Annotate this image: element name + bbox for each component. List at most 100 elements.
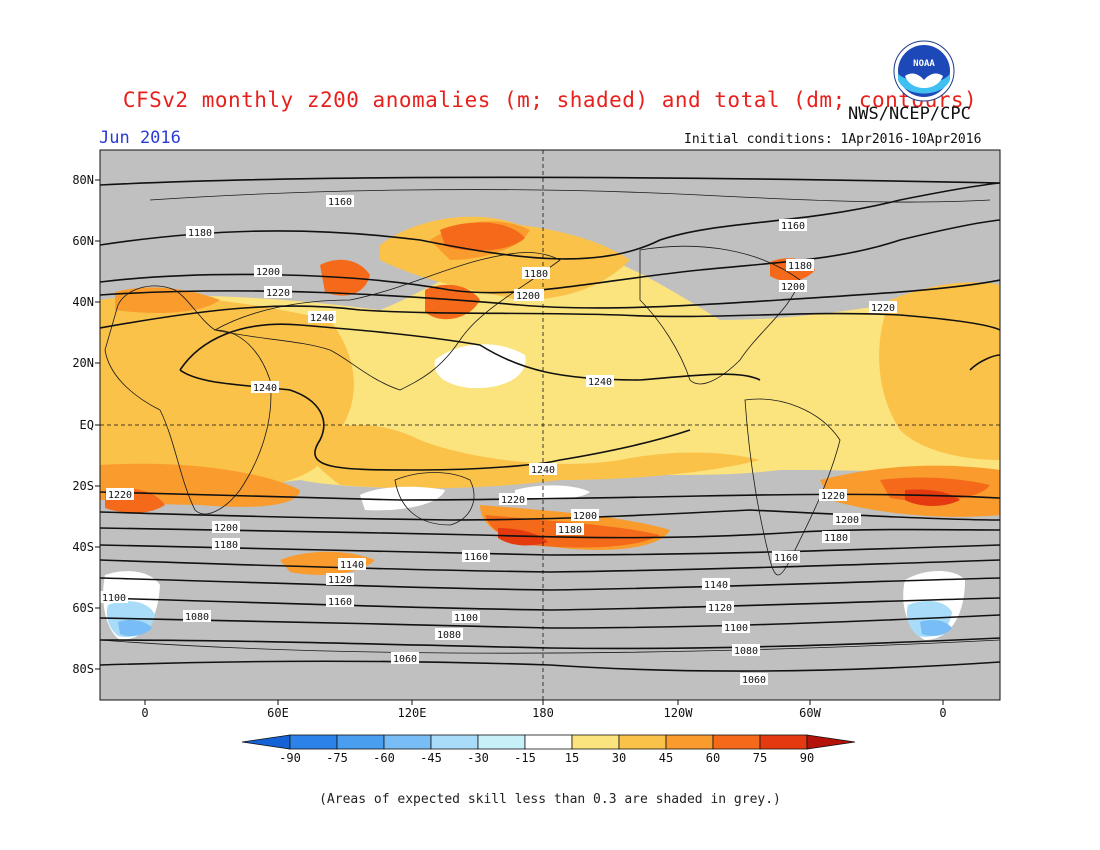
contour-label: 1200 bbox=[573, 511, 597, 522]
contour-label: 1240 bbox=[531, 465, 555, 476]
noaa-logo-icon: NOAA bbox=[893, 40, 955, 102]
contour-label: 1220 bbox=[821, 491, 845, 502]
anomaly-negative-region bbox=[106, 601, 155, 638]
contour-label-bg bbox=[779, 219, 807, 231]
contour-label-bg bbox=[786, 259, 814, 271]
contour-label: 1200 bbox=[781, 282, 805, 293]
contour-label: 1100 bbox=[102, 593, 126, 604]
axis-ticks bbox=[95, 179, 944, 705]
contour-label-bg bbox=[462, 550, 490, 562]
contour-label: 1160 bbox=[781, 221, 805, 232]
contour-label-bg bbox=[514, 289, 542, 301]
contour-label-bg bbox=[722, 621, 750, 633]
skill-footnote: (Areas of expected skill less than 0.3 a… bbox=[319, 792, 781, 807]
lat-label: 20N bbox=[72, 356, 94, 370]
colorbar-tick-label: -60 bbox=[373, 751, 395, 765]
contour-label-bg bbox=[772, 551, 800, 563]
anomaly-45-60-region bbox=[100, 463, 300, 507]
contour-label-bg bbox=[522, 267, 550, 279]
anomaly-near-zero-region bbox=[434, 344, 526, 389]
colorbar-tick-label: 75 bbox=[752, 751, 768, 765]
contour-label: 1060 bbox=[393, 654, 417, 665]
contour-label-bg bbox=[556, 523, 584, 535]
colorbar-tick-label: -15 bbox=[514, 751, 536, 765]
contour-label-bg bbox=[556, 523, 584, 535]
contour-label-bg bbox=[326, 195, 354, 207]
contour-label-bg bbox=[326, 595, 354, 607]
contour-label-bg bbox=[462, 550, 490, 562]
contour-label-bg bbox=[819, 489, 847, 501]
colorbar-segment bbox=[618, 734, 667, 750]
anomaly-near-zero-region bbox=[103, 571, 160, 640]
contour-label-bg bbox=[732, 644, 760, 656]
lat-label: 80S bbox=[72, 662, 94, 676]
anomaly-60-75-region bbox=[320, 259, 370, 296]
anomaly-30-45-region bbox=[879, 282, 1000, 460]
anomaly-negative-region bbox=[118, 620, 152, 636]
contour-label-bg bbox=[100, 591, 128, 603]
colorbar-segment bbox=[383, 734, 432, 750]
contour-label: 1100 bbox=[724, 623, 748, 634]
lon-label: 180 bbox=[532, 706, 554, 720]
lon-label: 60E bbox=[267, 706, 289, 720]
anomaly-60-75-region bbox=[770, 258, 815, 282]
contour-label: 1180 bbox=[214, 540, 238, 551]
contour-label: 1200 bbox=[516, 291, 540, 302]
contour-label: 1160 bbox=[328, 197, 352, 208]
lon-label: 0 bbox=[939, 706, 947, 720]
lon-label: 120E bbox=[397, 706, 427, 720]
contour-label-bg bbox=[264, 286, 292, 298]
colorbar-arrow-left bbox=[241, 734, 291, 750]
colorbar-segment bbox=[712, 734, 761, 750]
contour-label: 1160 bbox=[328, 597, 352, 608]
colorbar-tick-label: -90 bbox=[279, 751, 301, 765]
lat-label: 60N bbox=[72, 234, 94, 248]
contour-label: 1220 bbox=[871, 303, 895, 314]
contour-label-bg bbox=[338, 558, 366, 570]
colorbar-tick-label: -45 bbox=[420, 751, 442, 765]
contour-labels: 1160 1180 1200 1220 1240 1240 1240 1240 1220 1220… bbox=[100, 195, 897, 686]
contour-label: 1080 bbox=[734, 646, 758, 657]
coastlines bbox=[100, 189, 1000, 654]
anomaly-45-60-region bbox=[820, 465, 1000, 517]
contour-label: 1140 bbox=[340, 560, 364, 571]
colorbar-tick-label: 30 bbox=[611, 751, 627, 765]
colorbar-segment bbox=[477, 734, 526, 750]
contour-label-bg bbox=[391, 652, 419, 664]
lat-label: 40N bbox=[72, 295, 94, 309]
contour-label-bg bbox=[435, 628, 463, 640]
contour-label: 1100 bbox=[454, 613, 478, 624]
contour-label: 1140 bbox=[704, 580, 728, 591]
contour-label: 1080 bbox=[185, 612, 209, 623]
contour-label: 1220 bbox=[108, 490, 132, 501]
contour-label: 1180 bbox=[788, 261, 812, 272]
contour-label-bg bbox=[586, 375, 614, 387]
lat-label: 40S bbox=[72, 540, 94, 554]
colorbar-segment bbox=[430, 734, 479, 750]
anomaly-60-75-region bbox=[440, 222, 525, 251]
anomaly-75-90-region bbox=[905, 489, 960, 506]
anomaly-45-60-region bbox=[115, 287, 220, 313]
contour-label-bg bbox=[822, 531, 850, 543]
contour-label-bg bbox=[499, 493, 527, 505]
anomaly-negative-region bbox=[906, 600, 952, 637]
lat-label: 60S bbox=[72, 601, 94, 615]
lon-label: 60W bbox=[799, 706, 821, 720]
anomaly-60-75-region bbox=[485, 515, 660, 548]
initial-conditions: Initial conditions: 1Apr2016-10Apr2016 bbox=[684, 132, 982, 147]
colorbar-tick-label: -75 bbox=[326, 751, 348, 765]
colorbar-tick-label: 45 bbox=[658, 751, 674, 765]
contour-label: 1120 bbox=[708, 603, 732, 614]
colorbar-segment bbox=[759, 734, 808, 750]
colorbar-tick-label: 90 bbox=[799, 751, 815, 765]
contour-label: 1220 bbox=[266, 288, 290, 299]
colorbar-arrow-right bbox=[806, 734, 856, 750]
colorbar-segment bbox=[336, 734, 385, 750]
anomaly-near-zero-region bbox=[360, 486, 445, 511]
contour-label-bg bbox=[212, 521, 240, 533]
forecast-month: Jun 2016 bbox=[99, 128, 181, 148]
contour-label-bg bbox=[514, 289, 542, 301]
anomaly-30-45-region bbox=[300, 425, 760, 489]
contour-label: 1160 bbox=[464, 552, 488, 563]
anomaly-45-60-region bbox=[430, 221, 530, 260]
